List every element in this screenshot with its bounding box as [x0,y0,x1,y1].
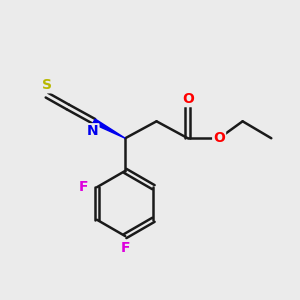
Text: F: F [79,180,89,194]
Text: S: S [42,78,52,92]
Polygon shape [93,119,125,138]
Text: N: N [87,124,98,138]
Text: O: O [213,131,225,145]
Text: O: O [182,92,194,106]
Text: F: F [121,241,130,255]
